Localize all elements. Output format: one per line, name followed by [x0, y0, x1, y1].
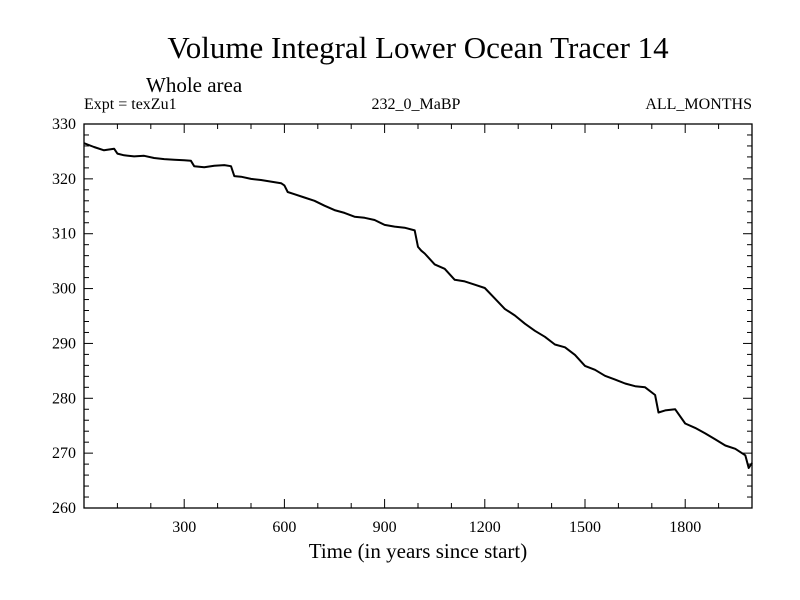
- plot-frame: [83, 123, 753, 509]
- y-tick-label: 290: [52, 335, 76, 352]
- months-label: ALL_MONTHS: [645, 96, 752, 113]
- chart-subtitle: Whole area: [146, 73, 243, 97]
- x-tick-label: 1800: [669, 519, 701, 536]
- experiment-label: Expt = texZu1: [84, 96, 177, 113]
- x-tick-label: 300: [172, 519, 196, 536]
- period-label: 232_0_MaBP: [372, 96, 461, 113]
- x-axis-label: Time (in years since start): [309, 539, 528, 563]
- y-tick-label: 280: [52, 390, 76, 407]
- y-tick-label: 310: [52, 226, 76, 243]
- y-tick-label: 270: [52, 445, 76, 462]
- chart-title: Volume Integral Lower Ocean Tracer 14: [167, 30, 669, 65]
- axis-ticks: [84, 124, 752, 508]
- x-tick-label: 600: [272, 519, 296, 536]
- y-tick-label: 260: [52, 500, 76, 517]
- series-line: [83, 142, 753, 469]
- axis-tick-labels: 300 600 900 1200 1500 1800 260 270 280 290 300 310 3…: [52, 116, 701, 536]
- x-tick-label: 900: [373, 519, 397, 536]
- x-tick-label: 1500: [569, 519, 601, 536]
- y-tick-label: 300: [52, 281, 76, 298]
- data-series: [83, 142, 753, 469]
- x-tick-label: 1200: [469, 519, 501, 536]
- y-tick-label: 330: [52, 116, 76, 133]
- y-tick-label: 320: [52, 171, 76, 188]
